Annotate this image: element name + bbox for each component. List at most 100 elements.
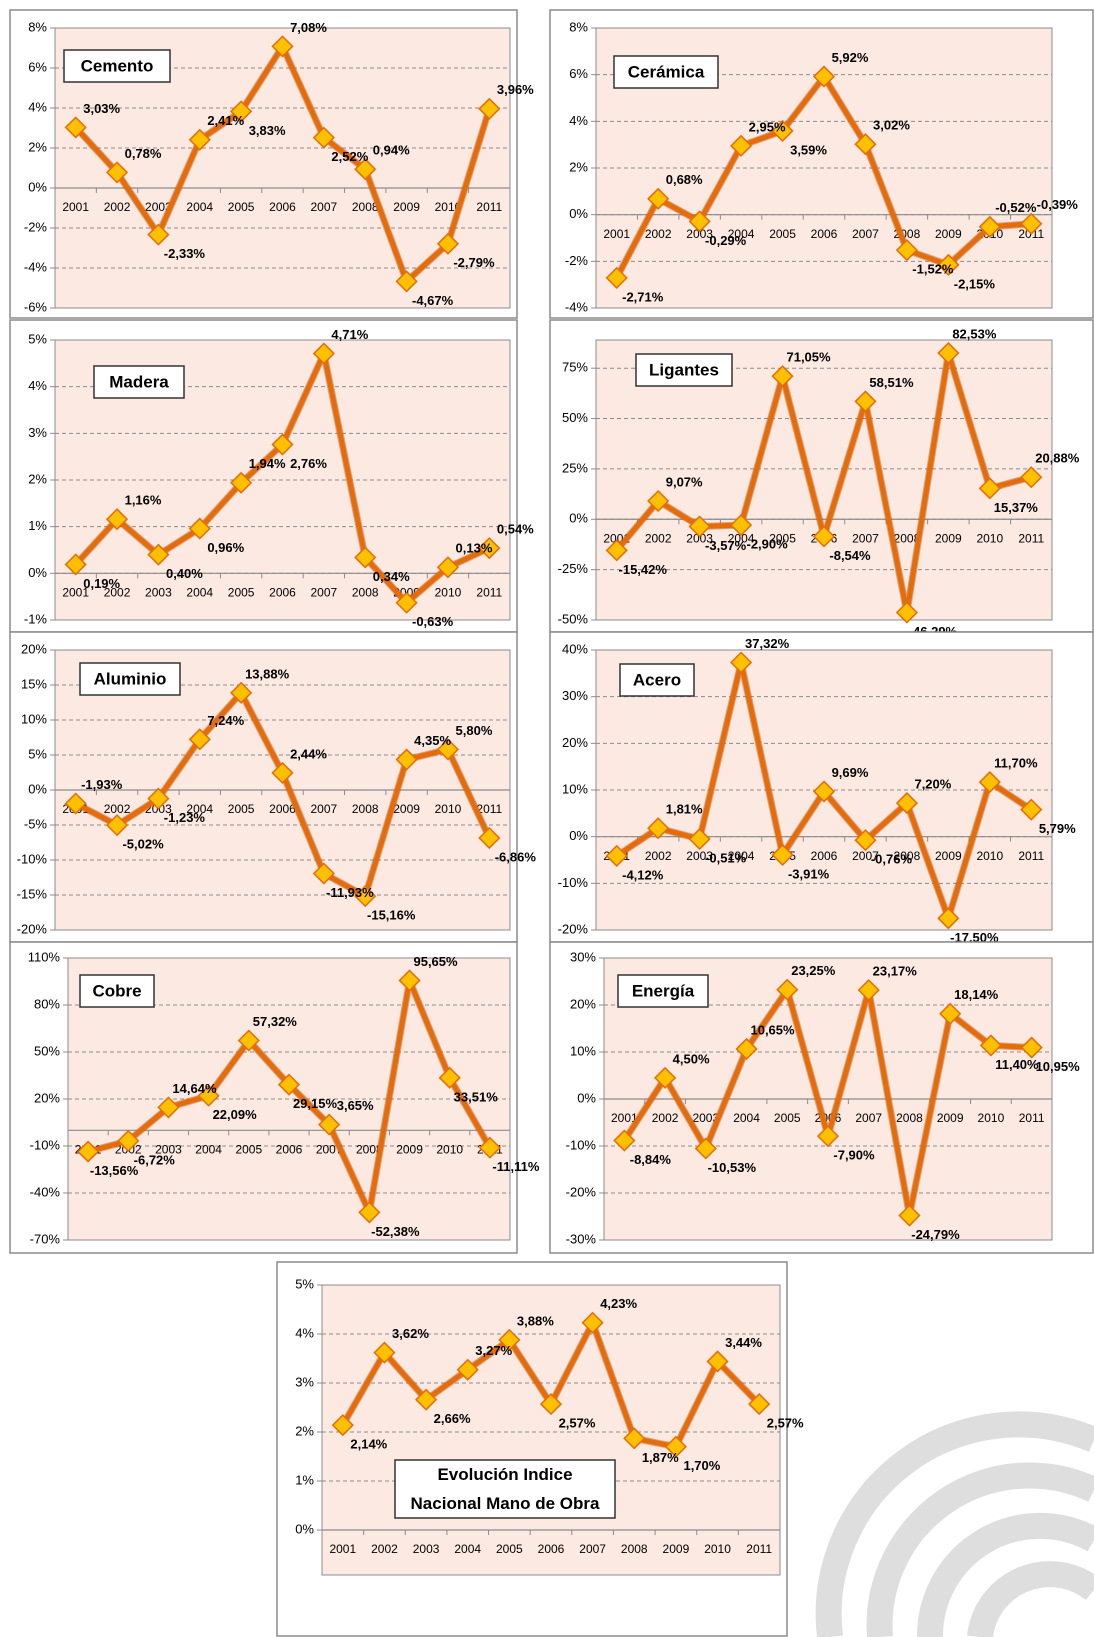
x-tick-label: 2002 bbox=[104, 586, 131, 600]
x-tick-label: 2007 bbox=[311, 200, 338, 214]
x-tick-label: 2009 bbox=[663, 1542, 690, 1556]
x-tick-label: 2005 bbox=[769, 227, 796, 241]
marker bbox=[623, 1427, 646, 1450]
marker bbox=[1020, 798, 1043, 821]
y-tick-label: 3% bbox=[295, 1374, 314, 1389]
data-label: 1,16% bbox=[125, 493, 162, 508]
y-tick-label: 0% bbox=[295, 1521, 314, 1536]
chart-panel: -30% -20% -10% 0% 10% 20% 30% 2001 2002 2003 2004 2… bbox=[549, 941, 1094, 1254]
x-tick-label: 2001 bbox=[62, 586, 89, 600]
data-label: -2,71% bbox=[622, 289, 664, 304]
data-label: 3,96% bbox=[497, 82, 534, 97]
chart-panel: -1% 0% 1% 2% 3% 4% 5% 2001 2002 2003 2004 2005 2006 2… bbox=[9, 319, 534, 633]
data-label: 2,44% bbox=[290, 746, 327, 761]
marker bbox=[730, 134, 753, 157]
data-label: -2,33% bbox=[164, 246, 206, 261]
x-tick-label: 2007 bbox=[311, 802, 338, 816]
data-label: 23,25% bbox=[791, 963, 836, 978]
marker bbox=[812, 65, 836, 88]
chart-title: Nacional Mano de Obra bbox=[411, 1494, 600, 1513]
data-label: 0,96% bbox=[207, 540, 244, 555]
marker bbox=[395, 591, 418, 614]
data-label: -52,38% bbox=[371, 1224, 420, 1239]
marker bbox=[613, 1129, 636, 1152]
data-label: 1,70% bbox=[683, 1458, 720, 1473]
x-tick-label: 2003 bbox=[155, 1143, 182, 1157]
data-label: 18,14% bbox=[954, 987, 999, 1002]
x-tick-label: 2006 bbox=[269, 802, 296, 816]
x-tick-label: 2002 bbox=[645, 849, 672, 863]
data-label: -0,52% bbox=[995, 200, 1037, 215]
y-tick-label: 2% bbox=[569, 159, 588, 174]
y-tick-label: 110% bbox=[28, 949, 61, 964]
marker bbox=[1020, 212, 1043, 235]
x-tick-label: 2009 bbox=[935, 227, 962, 241]
marker bbox=[647, 187, 670, 210]
y-tick-label: -50% bbox=[558, 611, 589, 626]
y-tick-label: 1% bbox=[295, 1472, 314, 1487]
y-tick-label: -20% bbox=[17, 921, 48, 936]
x-tick-label: 2005 bbox=[228, 586, 255, 600]
y-tick-label: -20% bbox=[558, 921, 589, 936]
data-label: -13,56% bbox=[90, 1163, 139, 1178]
data-label: 11,70% bbox=[994, 756, 1038, 771]
x-tick-label: 2009 bbox=[393, 802, 420, 816]
marker bbox=[77, 1140, 100, 1163]
marker bbox=[605, 539, 628, 562]
x-tick-label: 2010 bbox=[976, 531, 1003, 545]
chart-title: Ligantes bbox=[649, 360, 719, 379]
marker bbox=[812, 525, 836, 548]
marker bbox=[730, 651, 753, 674]
y-tick-label: 2% bbox=[28, 471, 47, 486]
x-tick-label: 2005 bbox=[496, 1542, 523, 1556]
y-tick-label: -40% bbox=[30, 1184, 61, 1199]
y-tick-label: 10% bbox=[21, 711, 47, 726]
marker bbox=[688, 515, 711, 538]
data-label: 13,88% bbox=[245, 666, 290, 681]
marker bbox=[312, 342, 335, 365]
x-tick-label: 2006 bbox=[276, 1143, 303, 1157]
x-tick-label: 2001 bbox=[62, 200, 89, 214]
marker bbox=[937, 341, 960, 365]
marker bbox=[64, 553, 87, 576]
data-label: 23,17% bbox=[873, 964, 918, 979]
chart-panel: -70%-40%-10%20%50%80%110%200120022003200… bbox=[9, 941, 540, 1254]
marker bbox=[478, 537, 501, 560]
marker bbox=[277, 1073, 301, 1096]
data-label: 95,65% bbox=[413, 954, 458, 969]
data-label: 58,51% bbox=[869, 375, 914, 390]
y-tick-label: 20% bbox=[34, 1090, 60, 1105]
data-label: 5,79% bbox=[1039, 821, 1076, 836]
data-label: 2,66% bbox=[434, 1411, 471, 1426]
x-tick-label: 2008 bbox=[894, 849, 921, 863]
data-label: -3,57% bbox=[705, 538, 747, 553]
data-label: -7,90% bbox=[833, 1148, 875, 1163]
data-label: -4,67% bbox=[412, 293, 454, 308]
marker bbox=[771, 843, 794, 866]
title-box bbox=[617, 974, 709, 1008]
data-label: 9,69% bbox=[832, 765, 869, 780]
data-label: -0,39% bbox=[1037, 197, 1079, 212]
data-label: 3,62% bbox=[392, 1326, 429, 1341]
data-label: 2,52% bbox=[331, 149, 368, 164]
x-tick-label: 2004 bbox=[728, 849, 755, 863]
data-label: 2,95% bbox=[749, 119, 786, 134]
y-tick-label: -2% bbox=[565, 253, 589, 268]
x-tick-label: 2007 bbox=[852, 849, 879, 863]
marker bbox=[271, 433, 294, 456]
chart-title: Aluminio bbox=[94, 669, 167, 688]
y-tick-label: 8% bbox=[28, 19, 47, 34]
marker bbox=[937, 907, 960, 930]
marker bbox=[436, 232, 460, 255]
x-tick-label: 2007 bbox=[311, 586, 338, 600]
x-tick-label: 2002 bbox=[104, 200, 131, 214]
marker bbox=[105, 814, 129, 837]
marker bbox=[64, 116, 87, 139]
data-label: 3,44% bbox=[725, 1335, 762, 1350]
marker bbox=[436, 556, 460, 579]
y-tick-label: 8% bbox=[569, 19, 588, 34]
marker bbox=[271, 35, 294, 58]
title-box bbox=[63, 49, 171, 83]
y-tick-label: 0% bbox=[28, 565, 47, 580]
chart-panel: 0% 1% 2% 3% 4% 5% 2001 2002 2003 2004 2005 2006 2007… bbox=[276, 1261, 804, 1637]
